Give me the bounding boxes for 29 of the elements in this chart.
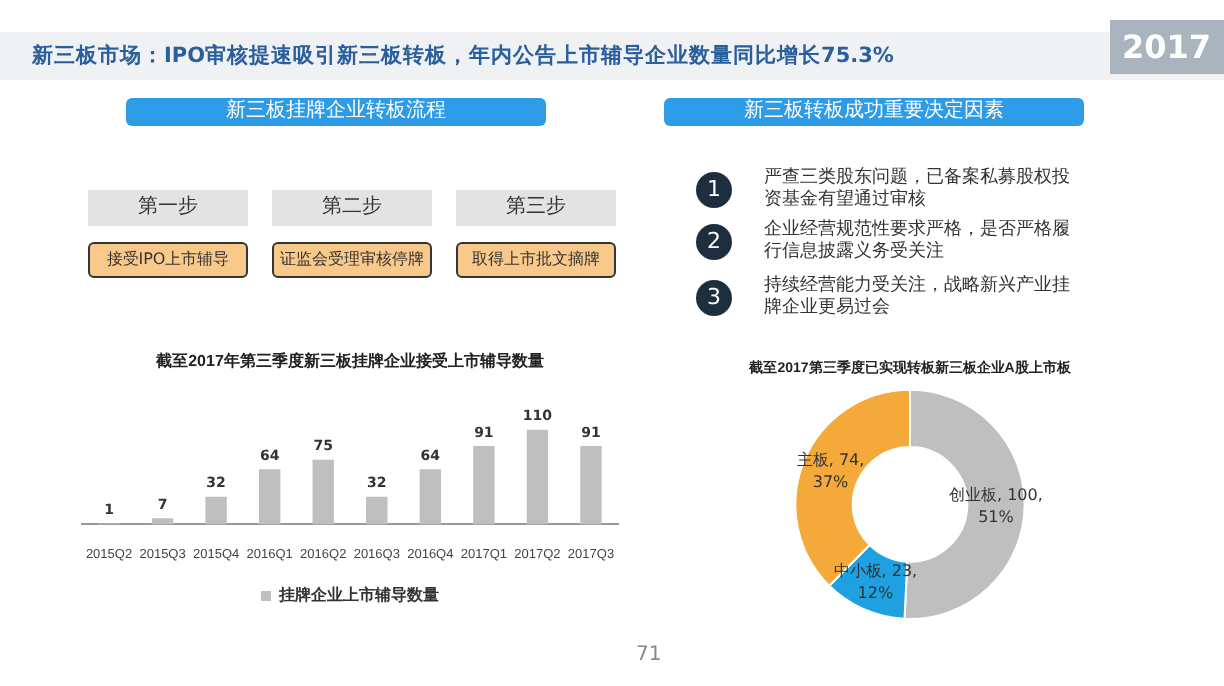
bar <box>312 459 334 525</box>
text: 2017 <box>1110 20 1224 74</box>
bar <box>205 496 227 525</box>
text: 71 <box>636 644 662 666</box>
slice-label: 创业板, 100, 51% <box>949 485 1043 526</box>
text: 企业经营规范性要求严格，是否严格履行信息披露义务受关注 <box>764 220 1072 264</box>
text: 第三步 <box>456 190 616 226</box>
bar <box>366 496 388 525</box>
text: 第一步 <box>88 190 248 226</box>
text: 持续经营能力受关注，战略新兴产业挂牌企业更易过会 <box>764 276 1072 320</box>
text: 证监会受理审核停牌 <box>272 242 432 278</box>
chart-title: 截至2017年第三季度新三板挂牌企业接受上市辅导数量 <box>154 350 544 371</box>
text: 新三板转板成功重要决定因素 <box>664 98 1084 126</box>
bar <box>151 518 174 525</box>
text: 1 <box>696 172 732 208</box>
bar <box>258 469 281 525</box>
text: 新三板挂牌企业转板流程 <box>126 98 546 126</box>
bar <box>526 429 549 525</box>
text: 第二步 <box>272 190 432 226</box>
bar <box>419 469 442 525</box>
bar <box>473 446 495 525</box>
text: 3 <box>696 280 732 316</box>
text: 严查三类股东问题，已备案私募股权投资基金有望通过审核 <box>764 168 1072 212</box>
text: 新三板市场：IPO审核提速吸引新三板转板，年内公告上市辅导企业数量同比增长75.3% <box>32 42 894 70</box>
text: 取得上市批文摘牌 <box>456 242 616 278</box>
text: 接受IPO上市辅导 <box>88 242 248 278</box>
bar <box>580 446 602 525</box>
text: 2 <box>696 224 732 260</box>
legend-label: 挂牌企业上市辅导数量 <box>277 584 439 605</box>
